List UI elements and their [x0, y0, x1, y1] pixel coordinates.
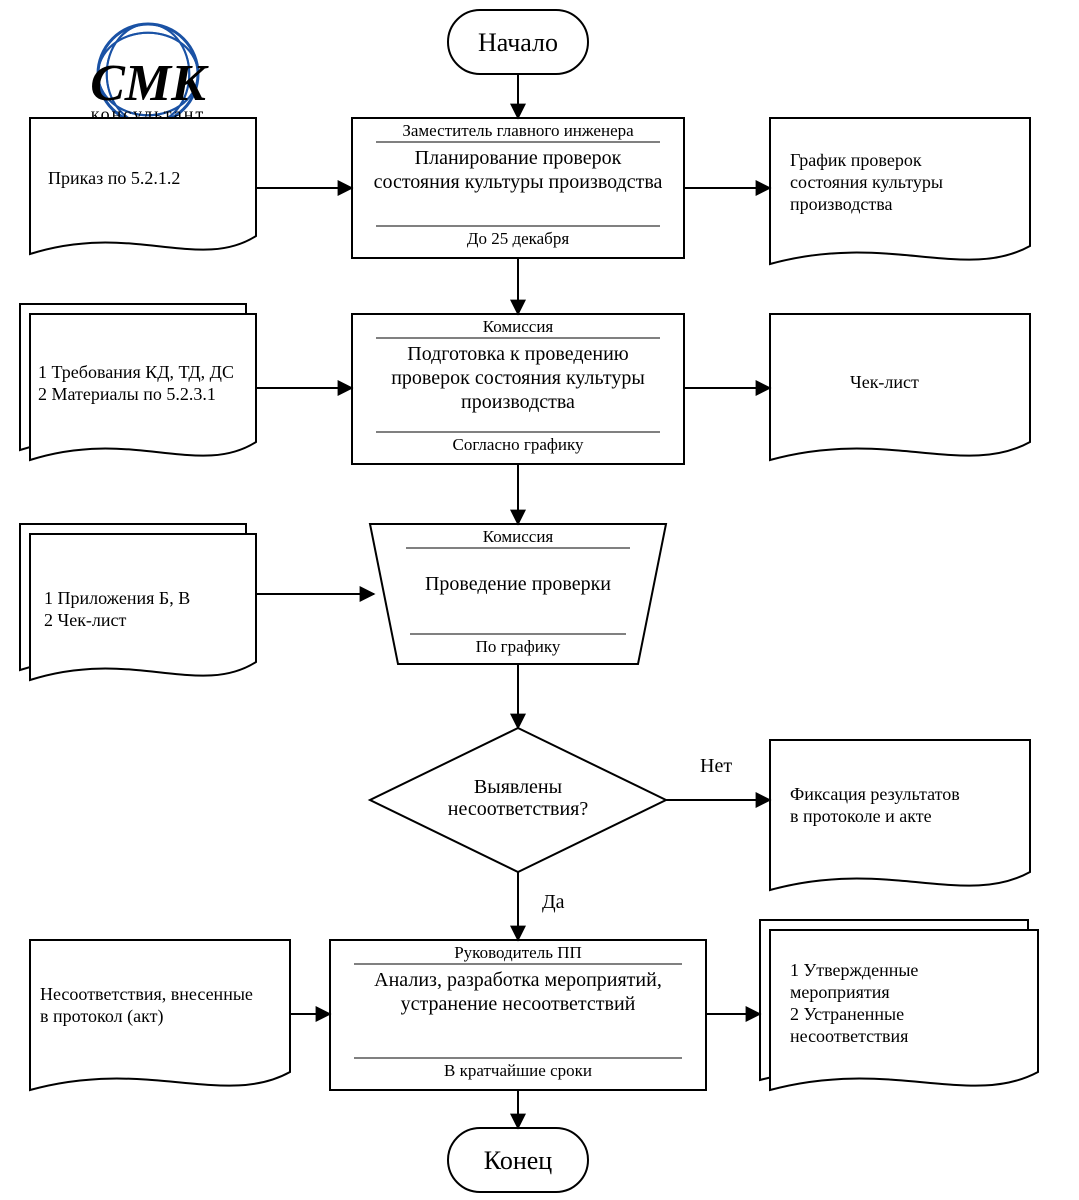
- arrow-label-a_d1_p5: Да: [542, 891, 565, 913]
- terminator-start-label: Начало: [478, 28, 558, 57]
- process-p2-deadline: Согласно графику: [452, 435, 584, 454]
- process-p1-role: Заместитель главного инженера: [402, 121, 634, 140]
- flowchart-svg: CMKконсультант Начало Конец Заместитель гла…: [0, 0, 1079, 1200]
- document-docR1-line-1: состояния культуры: [790, 172, 943, 192]
- document-docL2-line-1: 2 Материалы по 5.2.3.1: [38, 384, 216, 404]
- document-docR5-line-3: несоответствия: [790, 1026, 908, 1046]
- document-docL2: [20, 304, 256, 460]
- svg-text:Выявлены: Выявлены: [474, 776, 562, 798]
- document-docR1-line-0: График проверок: [790, 150, 922, 170]
- process-p5-title-1: устранение несоответствий: [401, 993, 636, 1015]
- logo: CMKконсультант: [90, 24, 209, 124]
- document-docL3-line-1: 2 Чек-лист: [44, 610, 127, 630]
- process-p1-title-1: состояния культуры производства: [374, 171, 663, 193]
- process-p2-title-0: Подготовка к проведению: [407, 343, 629, 365]
- svg-text:Комиссия: Комиссия: [483, 527, 554, 546]
- process-p2-title-1: проверок состояния культуры: [391, 367, 645, 389]
- process-p5-role: Руководитель ПП: [454, 943, 582, 962]
- document-docL2-line-0: 1 Требования КД, ТД, ДС: [38, 362, 234, 382]
- document-docL3-line-0: 1 Приложения Б, В: [44, 588, 190, 608]
- document-docL1-line-0: Приказ по 5.2.1.2: [48, 168, 180, 188]
- process-p1-deadline: До 25 декабря: [467, 229, 569, 248]
- document-docR4-line-1: в протоколе и акте: [790, 806, 932, 826]
- process-p1-title-0: Планирование проверок: [415, 147, 622, 169]
- process-p5-title-0: Анализ, разработка мероприятий,: [374, 969, 662, 991]
- process-p2-title-2: производства: [461, 391, 575, 413]
- arrow-label-a_d1_no: Нет: [700, 755, 732, 777]
- document-docR5-line-1: мероприятия: [790, 982, 890, 1002]
- document-docL5-line-0: Несоответствия, внесенные: [40, 984, 253, 1004]
- document-docR5-line-0: 1 Утвержденные: [790, 960, 918, 980]
- process-p5-deadline: В кратчайшие сроки: [444, 1061, 592, 1080]
- svg-text:По графику: По графику: [476, 637, 561, 656]
- document-docL5-line-1: в протокол (акт): [40, 1006, 163, 1027]
- document-docR1-line-2: производства: [790, 194, 893, 214]
- process-p2-role: Комиссия: [483, 317, 554, 336]
- flowchart-canvas: CMKконсультант Начало Конец Заместитель гла…: [0, 0, 1079, 1200]
- svg-text:Проведение проверки: Проведение проверки: [425, 573, 611, 595]
- terminator-end-label: Конец: [484, 1146, 553, 1175]
- document-docR2-line-0: Чек-лист: [850, 372, 919, 392]
- svg-text:несоответствия?: несоответствия?: [448, 798, 589, 820]
- document-docR4-line-0: Фиксация результатов: [790, 784, 960, 804]
- document-docR5-line-2: 2 Устраненные: [790, 1004, 904, 1024]
